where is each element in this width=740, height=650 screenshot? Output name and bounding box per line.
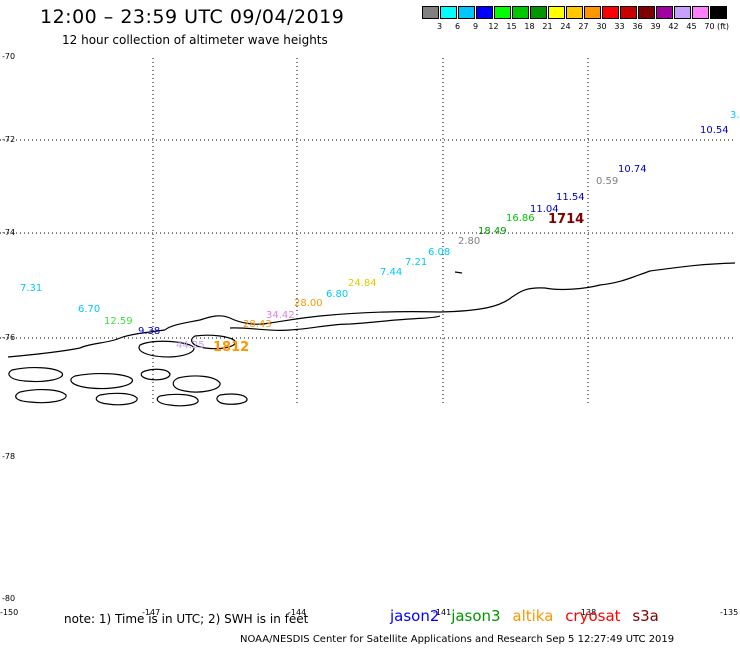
wave-height-label: 10.54 [700, 125, 729, 136]
legend-jason3: jason3 [451, 607, 501, 625]
color-swatch [674, 6, 691, 19]
color-swatch [476, 6, 493, 19]
color-swatch [638, 6, 655, 19]
color-swatch [494, 6, 511, 19]
wave-height-label: 9.38 [138, 326, 161, 337]
coast-segment-inner [229, 315, 441, 332]
wave-height-label: 10.74 [618, 164, 647, 175]
coast-segment [7, 329, 166, 358]
wave-height-label: 7.21 [405, 257, 428, 268]
wave-height-label: 34.42 [266, 310, 295, 321]
color-scale-label: 27 [578, 22, 589, 31]
wave-height-label: 18.49 [478, 226, 507, 237]
color-swatch [584, 6, 601, 19]
lon-label: -138 [578, 608, 597, 617]
wave-height-label: 28.00 [294, 298, 323, 309]
island-9 [156, 393, 199, 407]
lon-label: -141 [433, 608, 452, 617]
color-swatch [602, 6, 619, 19]
ice-shelf-coastline [164, 262, 736, 331]
wave-height-label: 12.59 [104, 316, 133, 327]
wave-height-label: 6.70 [78, 304, 101, 315]
wave-height-label: 44.25 [176, 340, 205, 351]
wave-height-label: 1812 [213, 340, 250, 355]
color-swatch [440, 6, 457, 19]
color-scale-label: 21 [542, 22, 553, 31]
wave-height-label: 7.31 [20, 283, 43, 294]
color-swatch [710, 6, 727, 19]
color-swatch [458, 6, 475, 19]
lat-label: -78 [2, 452, 16, 461]
island-6 [172, 375, 221, 393]
color-scale-label: 45 [686, 22, 697, 31]
legend-altika: altika [512, 607, 554, 625]
wave-height-label: 24.84 [348, 278, 377, 289]
wave-height-label: 28.43 [243, 319, 272, 330]
color-swatch [422, 6, 439, 19]
color-scale-label: 36 [632, 22, 643, 31]
color-scale-unit: (ft) [716, 22, 730, 31]
map-title: 12:00 – 23:59 UTC 09/04/2019 [40, 6, 345, 28]
color-scale-label: 15 [506, 22, 517, 31]
lat-label: -80 [2, 594, 16, 603]
color-scale-label: 39 [650, 22, 661, 31]
island-5 [140, 368, 171, 381]
lon-label: -147 [142, 608, 161, 617]
color-swatch [530, 6, 547, 19]
wave-height-label: 6.08 [428, 247, 451, 258]
island-2 [191, 334, 236, 350]
units-note: note: 1) Time is in UTC; 2) SWH is in fe… [64, 612, 309, 626]
color-scale-label: 24 [560, 22, 571, 31]
color-scale-label: 42 [668, 22, 679, 31]
map-subtitle: 12 hour collection of altimeter wave hei… [62, 33, 328, 47]
island-1 [138, 340, 195, 358]
island-3 [8, 367, 63, 383]
lat-label: -70 [2, 52, 16, 61]
color-scale-label: 18 [524, 22, 535, 31]
lon-label: -150 [0, 608, 19, 617]
wave-height-label: 16.86 [506, 213, 535, 224]
island-8 [95, 392, 138, 406]
lon-label: -135 [720, 608, 739, 617]
lat-label: -72 [2, 135, 16, 144]
color-scale-label: 30 [596, 22, 607, 31]
lon-label: -144 [288, 608, 307, 617]
color-scale-label: 6 [454, 22, 461, 31]
wave-height-label: 6.80 [326, 289, 349, 300]
color-swatch [566, 6, 583, 19]
credit-footer: NOAA/NESDIS Center for Satellite Applica… [240, 634, 675, 645]
wave-height-label: 11.54 [556, 192, 585, 203]
island-10 [216, 393, 248, 405]
wave-height-label: 2.80 [458, 236, 481, 247]
graticule [0, 58, 736, 405]
lat-label: -74 [2, 228, 16, 237]
legend-jason2: jason2 [390, 607, 440, 625]
color-swatch [656, 6, 673, 19]
wave-height-label: 1714 [548, 212, 585, 227]
satellite-legend: jason2 jason3 altika cryosat s3a [390, 607, 666, 625]
island-7 [15, 389, 67, 404]
wave-height-label: 3. [730, 110, 740, 121]
legend-cryosat: cryosat [565, 607, 621, 625]
color-swatch [692, 6, 709, 19]
legend-s3a: s3a [632, 607, 659, 625]
color-scale-label: 12 [488, 22, 499, 31]
wave-height-label: 11.04 [530, 204, 559, 215]
coastline [7, 262, 736, 407]
island-11 [454, 271, 463, 274]
color-scale-label: 9 [472, 22, 479, 31]
color-scale-label: 70 [704, 22, 715, 31]
island-4 [70, 373, 133, 390]
color-swatch [620, 6, 637, 19]
wave-height-label: 0.59 [596, 176, 619, 187]
color-swatch [548, 6, 565, 19]
color-scale-label: 33 [614, 22, 625, 31]
wave-height-label: 7.44 [380, 267, 403, 278]
color-swatch [512, 6, 529, 19]
color-scale-label: 3 [436, 22, 443, 31]
lat-label: -76 [2, 333, 16, 342]
